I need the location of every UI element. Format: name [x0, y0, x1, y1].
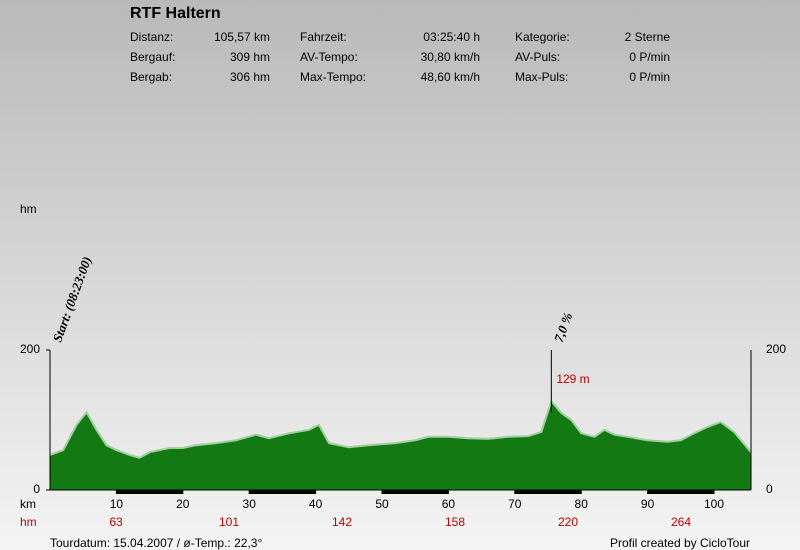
stat-value: 0 P/min	[629, 50, 670, 64]
elevation-outline	[49, 399, 752, 459]
stat-label: Bergauf:	[130, 50, 175, 64]
y2-tick-label: 200	[766, 342, 786, 356]
x-tick-label: 40	[309, 497, 323, 511]
x-tick-label: 90	[641, 497, 655, 511]
max-label: 129 m	[556, 372, 589, 386]
stat-value: 03:25:40 h	[423, 30, 480, 44]
stat-value: 306 hm	[230, 70, 270, 84]
stat-value: 105,57 km	[214, 30, 270, 44]
x-tick-label: 20	[176, 497, 190, 511]
stat-label: Kategorie:	[515, 30, 570, 44]
y-axis-label: hm	[20, 202, 37, 216]
stat-value: 30,80 km/h	[421, 50, 480, 64]
hm-label: hm	[20, 515, 37, 529]
stat-label: AV-Tempo:	[300, 50, 358, 64]
x-tick-label: 80	[575, 497, 589, 511]
stat-label: Max-Tempo:	[300, 70, 366, 84]
km-band	[514, 490, 582, 494]
chart-title: RTF Haltern	[130, 5, 221, 22]
stat-label: Distanz:	[130, 30, 173, 44]
x-tick-label: 60	[442, 497, 456, 511]
stat-value: 2 Sterne	[625, 30, 671, 44]
hm-value: 220	[558, 515, 578, 529]
x-tick-label: 10	[110, 497, 124, 511]
y2-tick-label: 0	[766, 482, 773, 496]
hm-value: 101	[219, 515, 239, 529]
footer-left: Tourdatum: 15.04.2007 / ø-Temp.: 22,3°	[50, 536, 262, 550]
stat-value: 0 P/min	[629, 70, 670, 84]
y-tick-label: 200	[20, 342, 40, 356]
km-band	[116, 490, 183, 494]
hm-value: 264	[671, 515, 691, 529]
stat-value: 309 hm	[230, 50, 270, 64]
stat-value: 48,60 km/h	[421, 70, 480, 84]
elevation-area	[50, 401, 751, 490]
x-tick-label: 70	[508, 497, 522, 511]
x-tick-label: 100	[704, 497, 724, 511]
stat-label: Max-Puls:	[515, 70, 568, 84]
x-axis-label: km	[20, 497, 36, 511]
stat-label: Fahrzeit:	[300, 30, 347, 44]
x-tick-label: 30	[243, 497, 257, 511]
km-band	[249, 490, 316, 494]
hm-value: 63	[109, 515, 123, 529]
stat-label: AV-Puls:	[515, 50, 560, 64]
km-band	[647, 490, 715, 494]
x-tick-label: 50	[375, 497, 389, 511]
hm-value: 142	[332, 515, 352, 529]
hm-value: 158	[445, 515, 465, 529]
footer-right: Profil created by CicloTour	[610, 536, 750, 550]
stat-label: Bergab:	[130, 70, 172, 84]
y-tick-label: 0	[33, 482, 40, 496]
km-band	[382, 490, 449, 494]
